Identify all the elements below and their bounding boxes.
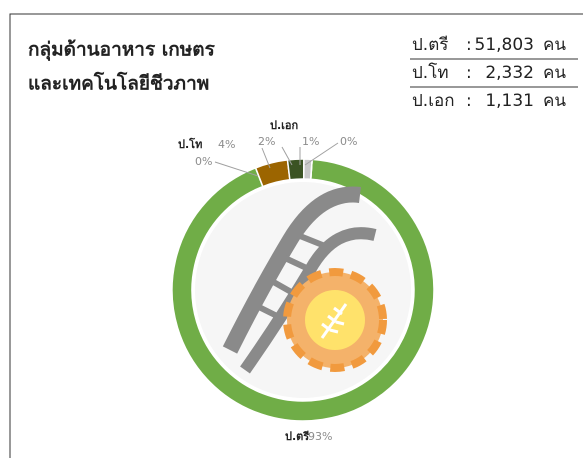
row-level: ป.โท <box>412 62 449 83</box>
row-unit: คน <box>543 91 566 111</box>
row-sep: : <box>466 91 472 111</box>
summary-table: ป.ตรี:51,803 คนป.โท:2,332 คนป.เอก:1,131 คน <box>410 35 578 111</box>
row-unit: คน <box>543 63 566 83</box>
value-label: 2% <box>258 135 275 148</box>
row-count: 1,131 <box>485 91 534 111</box>
row-level: ป.ตรี <box>412 35 448 55</box>
value-label: 0% <box>195 155 212 168</box>
leader-line <box>261 147 271 169</box>
leader-line <box>304 142 339 166</box>
chart-title: และเทคโนโลยีชีวภาพ <box>28 72 209 95</box>
category-label: ป.เอก <box>270 119 299 132</box>
category-label: ป.โท <box>178 137 202 151</box>
donut-slice <box>171 158 435 422</box>
wheat-icon <box>320 303 348 339</box>
row-count: 51,803 <box>475 35 534 55</box>
chart-title: กลุ่มด้านอาหาร เกษตร <box>28 39 216 62</box>
value-label: 0% <box>340 135 357 148</box>
row-unit: คน <box>543 35 566 55</box>
leader-lines <box>214 142 339 177</box>
dna-rungs <box>253 233 332 323</box>
center-illustration <box>195 182 411 398</box>
row-level: ป.เอก <box>412 91 455 111</box>
leader-line <box>281 146 293 166</box>
category-label: ป.ตรี <box>285 430 309 443</box>
row-sep: : <box>466 35 472 55</box>
value-label: 1% <box>302 135 319 148</box>
row-sep: : <box>466 63 472 83</box>
value-label: 93% <box>308 430 332 443</box>
leader-line <box>214 161 259 177</box>
donut-slice <box>309 159 313 180</box>
row-count: 2,332 <box>485 63 534 83</box>
value-label: 4% <box>218 138 235 151</box>
dna-strand <box>222 186 361 354</box>
data-labels: ป.ตรี93% 0% ป.โท 4% ป.เอก 2% 1% 0% <box>178 119 357 443</box>
